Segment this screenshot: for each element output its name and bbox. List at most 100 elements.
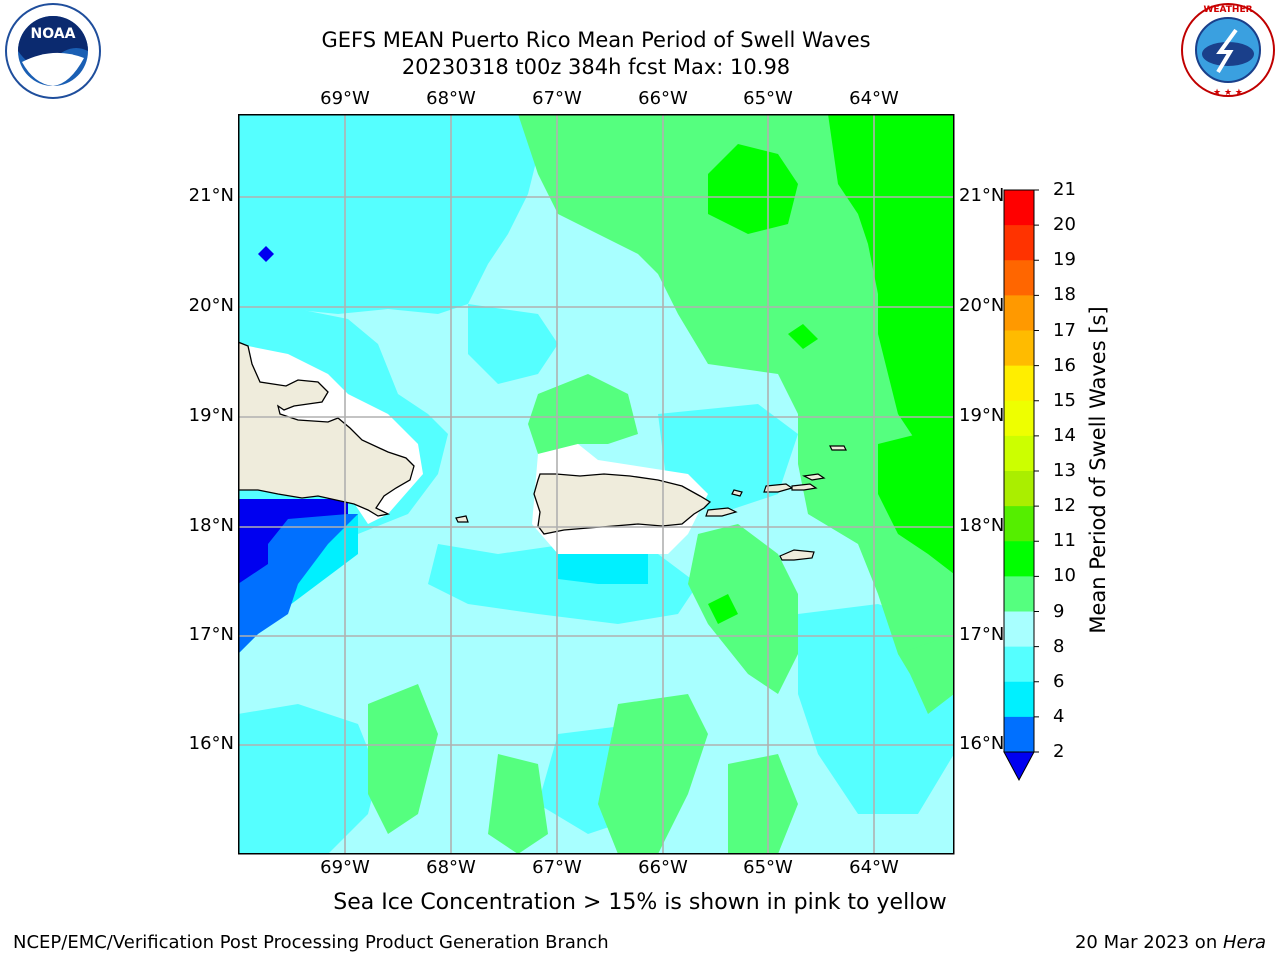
lat-label-right: 20°N xyxy=(959,295,1005,316)
lat-label-left: 19°N xyxy=(188,405,234,426)
colorbar-tick-label: 19 xyxy=(1053,249,1076,271)
colorbar-segment xyxy=(1004,295,1034,331)
field-6-8-central xyxy=(468,304,558,384)
field-9-10-south-east xyxy=(598,694,708,854)
field-10-11-south-spot xyxy=(708,594,738,624)
lat-label-left: 16°N xyxy=(188,733,234,754)
lat-label-right: 16°N xyxy=(959,733,1005,754)
lat-label-right: 19°N xyxy=(959,405,1005,426)
graticule xyxy=(238,114,954,854)
colorbar-tick-label: 14 xyxy=(1053,424,1076,446)
lat-label-left: 21°N xyxy=(188,185,234,206)
land-vieques xyxy=(705,507,738,517)
land-hispaniola xyxy=(238,341,415,517)
colorbar-segment xyxy=(1004,400,1034,437)
svg-text:★ ★ ★: ★ ★ ★ xyxy=(1213,88,1243,98)
field-6-8-north-west xyxy=(238,114,538,314)
colorbar-segment xyxy=(1004,471,1034,507)
field-9-10-south-west xyxy=(368,684,438,834)
lon-label-top: 66°W xyxy=(638,88,688,109)
colorbar-segment xyxy=(1004,260,1034,296)
footer-machine: Hera xyxy=(1222,932,1266,953)
nws-logo: WEATHER ★ ★ ★ xyxy=(1181,3,1275,98)
footer-date-text: 20 Mar 2023 on xyxy=(1074,932,1223,953)
colorbar-tick-label: 9 xyxy=(1053,600,1065,622)
field-10-11-east-spot xyxy=(788,324,818,349)
colorbar-tick-label: 10 xyxy=(1053,565,1076,587)
colorbar-segment xyxy=(1004,646,1034,683)
colorbar-tick-label: 13 xyxy=(1053,460,1076,481)
lon-label-bottom: 65°W xyxy=(743,857,793,878)
field-9-10-central xyxy=(528,374,638,454)
land-st-john xyxy=(791,483,818,491)
lon-label-top: 69°W xyxy=(320,88,370,109)
colorbar-tick-label: 16 xyxy=(1053,354,1076,376)
noaa-logo: NOAA xyxy=(5,3,101,99)
lat-label-right: 17°N xyxy=(959,624,1005,645)
lat-label-left: 18°N xyxy=(188,515,234,536)
map-subtitle: 20230318 t00z 384h fcst Max: 10.98 xyxy=(401,55,791,79)
footer-credit: NCEP/EMC/Verification Post Processing Pr… xyxy=(13,932,609,953)
field-4-6-south-of-pr xyxy=(558,554,648,584)
lon-label-top: 64°W xyxy=(849,88,899,109)
field-9-10-east-band xyxy=(898,634,954,714)
lon-label-bottom: 67°W xyxy=(532,857,582,878)
colorbar-tick-label: 17 xyxy=(1053,319,1076,341)
colorbar-extend-arrow xyxy=(1003,751,1035,782)
field-9-10-south-mid xyxy=(488,754,548,854)
colorbar-tick-label: 20 xyxy=(1053,214,1076,236)
map-title: GEFS MEAN Puerto Rico Mean Period of Swe… xyxy=(321,28,871,52)
colorbar-tick-label: 2 xyxy=(1053,741,1065,762)
land-puerto-rico xyxy=(533,473,712,535)
colorbar-title: Mean Period of Swell Waves [s] xyxy=(1086,306,1110,634)
lon-label-bottom: 68°W xyxy=(426,857,476,878)
field-lt2-spot xyxy=(258,246,274,262)
field-10-11-north-patch xyxy=(708,144,798,234)
colorbar-tick-label: 12 xyxy=(1053,495,1076,517)
colorbar-segment xyxy=(1004,541,1034,577)
lon-label-top: 67°W xyxy=(532,88,582,109)
colorbar-segment xyxy=(1004,330,1034,367)
colorbar-tick-label: 21 xyxy=(1053,179,1076,200)
lon-label-bottom: 69°W xyxy=(320,857,370,878)
svg-text:NOAA: NOAA xyxy=(31,26,76,42)
land-st-croix xyxy=(779,549,815,561)
lat-label-left: 17°N xyxy=(188,624,234,645)
field-6-8-south-west xyxy=(238,704,378,854)
colorbar-segment xyxy=(1004,435,1034,472)
field-9-10-south-central xyxy=(688,524,798,694)
colorbar-tick-label: 11 xyxy=(1053,530,1076,552)
footer-date: 20 Mar 2023 on Hera xyxy=(1075,932,1266,953)
sea-ice-note: Sea Ice Concentration > 15% is shown in … xyxy=(333,890,947,915)
land-mona xyxy=(455,515,469,523)
colorbar xyxy=(1003,189,1039,782)
field-lt2-west xyxy=(238,499,348,584)
colorbar-segment xyxy=(1004,190,1034,226)
colorbar-tick-label: 18 xyxy=(1053,284,1076,306)
colorbar-segment xyxy=(1004,576,1034,612)
colorbar-segment xyxy=(1004,365,1034,402)
colorbar-segment xyxy=(1004,611,1034,648)
field-9-10-north-east xyxy=(518,114,954,684)
colorbar-segment xyxy=(1004,716,1034,753)
lat-label-left: 20°N xyxy=(188,295,234,316)
land-anegada xyxy=(829,445,847,451)
colorbar-segment xyxy=(1004,225,1034,261)
colorbar-tick-label: 4 xyxy=(1053,705,1065,727)
land-st-thomas xyxy=(763,483,794,493)
map-frame xyxy=(238,114,955,855)
lon-label-top: 68°W xyxy=(426,88,476,109)
lon-label-bottom: 66°W xyxy=(638,857,688,878)
lon-label-top: 65°W xyxy=(743,88,793,109)
field-9-10-south-east-2 xyxy=(728,754,798,854)
swell-period-map xyxy=(238,114,955,855)
svg-text:WEATHER: WEATHER xyxy=(1203,5,1252,15)
field-10-11-east-lower xyxy=(878,434,954,574)
colorbar-tick-label: 6 xyxy=(1053,670,1065,692)
colorbar-tick-label: 8 xyxy=(1053,635,1065,657)
land-culebra xyxy=(731,489,743,497)
lat-label-right: 18°N xyxy=(959,515,1005,536)
colorbar-segment xyxy=(1004,681,1034,718)
field-10-11-north-east xyxy=(828,114,954,494)
lat-label-right: 21°N xyxy=(959,185,1005,206)
